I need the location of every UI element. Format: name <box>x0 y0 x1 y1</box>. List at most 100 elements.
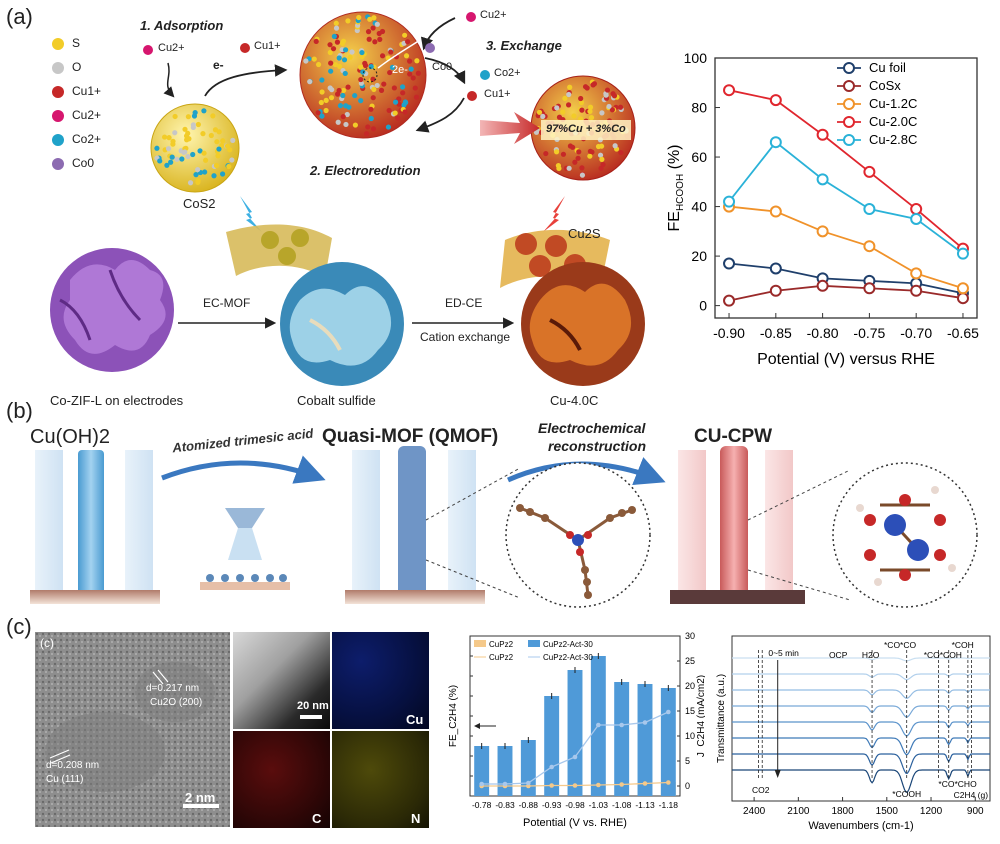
panel-b-label: (b) <box>6 398 33 423</box>
legend-marker <box>843 98 855 110</box>
cu2s-label: Cu2S <box>568 226 601 241</box>
legend-label: CoSx <box>869 78 901 93</box>
x-tick-label: -0.90 <box>713 325 745 341</box>
label-ocp: OCP <box>829 650 848 660</box>
data-point <box>863 203 876 216</box>
eds-scale: 20 nm <box>297 700 329 712</box>
legend-label: CuPz2 <box>489 640 514 649</box>
data-point <box>769 284 782 297</box>
eds-n-label: N <box>411 811 421 826</box>
x-axis-label: Potential (V vs. RHE) <box>523 817 627 829</box>
bar-CuPz2-Act-30 <box>637 684 653 796</box>
eds-cu-label: Cu <box>406 712 424 727</box>
ed-ce-label: ED-CE <box>445 296 483 310</box>
ir-spectrum <box>732 657 990 662</box>
label-h2o: H2O <box>862 650 880 660</box>
data-point <box>863 240 876 253</box>
ir-spectrum <box>732 737 990 756</box>
species-legend-label: Cu2+ <box>72 108 102 122</box>
qmof-rod <box>398 446 426 600</box>
legend-marker <box>843 62 855 74</box>
y2-tick-label: 25 <box>685 656 695 666</box>
legend-swatch <box>528 640 540 647</box>
data-point <box>723 195 736 208</box>
label-time: 0~5 min <box>768 648 799 658</box>
legend-swatch <box>474 640 486 647</box>
line-point <box>619 782 624 787</box>
y-axis-label: Transmittance (a.u.) <box>716 674 727 763</box>
time-arrow-head <box>774 770 781 778</box>
line-point <box>549 783 554 788</box>
y-tick-label: 100 <box>684 50 708 66</box>
data-point <box>956 292 969 305</box>
species-legend-item: Cu1+ <box>52 84 101 98</box>
data-point <box>723 257 736 270</box>
x-tick-label: -0.85 <box>760 325 792 341</box>
data-point <box>723 294 736 307</box>
ir-spectrum <box>732 721 990 737</box>
cu1-top-label: Cu1+ <box>254 40 281 52</box>
plot-frame <box>731 635 991 802</box>
x-tick-label: -1.13 <box>635 800 655 810</box>
data-point <box>863 165 876 178</box>
data-point <box>723 84 736 97</box>
data-point <box>816 128 829 141</box>
x-axis-label: Wavenumbers (cm-1) <box>808 820 913 832</box>
caption-zif: Co-ZIF-L on electrodes <box>50 393 184 408</box>
legend-label: Cu-2.8C <box>869 132 917 147</box>
cation-exchange-label: Cation exchange <box>420 330 511 344</box>
y2-tick-label: 10 <box>685 731 695 741</box>
cos2-label: CoS2 <box>183 196 216 211</box>
x-tick-label: 2400 <box>743 806 766 817</box>
cucpw-rod <box>720 446 748 600</box>
cu-oh2-rod <box>78 450 104 600</box>
cu2-top-label: Cu2+ <box>480 9 507 21</box>
species-legend-item: Cu2+ <box>52 108 101 122</box>
data-point <box>956 247 969 260</box>
species-legend-item: Co2+ <box>52 132 101 146</box>
x-tick-label: -1.08 <box>612 800 632 810</box>
data-point <box>816 173 829 186</box>
x-tick-label: -0.83 <box>495 800 515 810</box>
y-tick-label: 20 <box>691 248 707 264</box>
line-point <box>502 781 508 787</box>
line-point <box>596 722 601 728</box>
qmof-title: Quasi-MOF (QMOF) <box>322 426 499 447</box>
data-point <box>769 136 782 149</box>
two-electron-label: 2e- <box>392 64 408 76</box>
x-tick-label: 1200 <box>920 806 943 817</box>
label-co2: CO2 <box>752 785 770 795</box>
co2-label: Co2+ <box>494 67 521 79</box>
y2-tick-label: 0 <box>685 781 690 791</box>
arrow2-label-1: Electrochemical <box>538 420 646 436</box>
species-dot-icon <box>52 109 64 122</box>
cu2-left-label: Cu2+ <box>158 42 185 54</box>
y2-tick-label: 20 <box>685 681 695 691</box>
bar-CuPz2-Act-30 <box>614 682 630 796</box>
ir-spectrum <box>732 689 990 699</box>
electron-label: e- <box>213 58 224 72</box>
x-tick-label: 1500 <box>876 806 899 817</box>
legend-marker <box>843 80 855 92</box>
legend-marker <box>843 116 855 128</box>
data-point <box>816 279 829 292</box>
fe-hcooh-chart: 0 20 40 60 80 100 -0.90 -0.85 -0.80 -0.75 -0.70 -0.… <box>666 50 979 368</box>
label-c2h4: C2H4 (g) <box>954 790 989 800</box>
species-legend-label: Cu1+ <box>72 84 102 98</box>
y2-tick-label: 5 <box>685 756 690 766</box>
line-point <box>642 720 648 725</box>
panel-a-label: (a) <box>6 4 33 29</box>
line-point <box>572 754 578 760</box>
composition-label: 97%Cu + 3%Co <box>546 123 626 135</box>
species-dot-icon <box>52 85 64 98</box>
label-cocho: *CO*CHO <box>938 779 977 789</box>
x-axis-label: Potential (V) versus RHE <box>757 351 935 368</box>
ir-spectrum <box>732 673 990 681</box>
line-point <box>642 781 648 786</box>
bar-CuPz2-Act-30 <box>520 740 536 796</box>
data-point <box>769 262 782 275</box>
caption-cu: Cu-4.0C <box>550 393 599 408</box>
cu-map <box>332 632 429 729</box>
step-electroredution: 2. Electroredution <box>310 163 421 178</box>
y2-tick-label: 15 <box>685 706 695 716</box>
